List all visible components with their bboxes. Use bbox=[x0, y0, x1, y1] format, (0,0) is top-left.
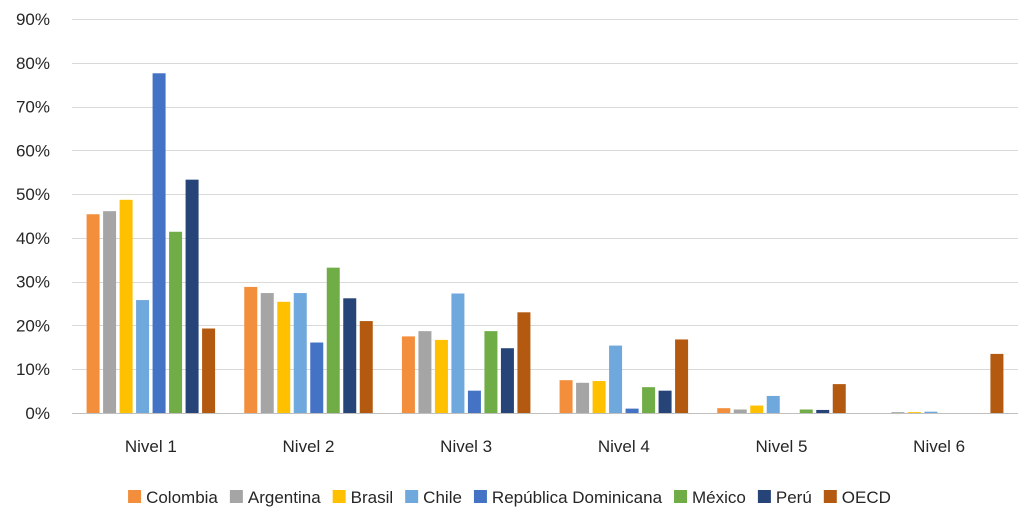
legend-swatch bbox=[128, 490, 142, 503]
legend-label: Colombia bbox=[146, 488, 218, 507]
bar bbox=[816, 409, 830, 413]
bar bbox=[434, 339, 448, 413]
y-axis-tick-labels: 0% 10% 20% 30% 40% 50% 60% 70% 80% 90% bbox=[16, 10, 50, 423]
bar bbox=[576, 382, 590, 413]
bar bbox=[277, 301, 291, 413]
legend-label: Chile bbox=[423, 488, 462, 507]
legend-label: Brasil bbox=[351, 488, 394, 507]
bar bbox=[766, 395, 780, 413]
legend-label: OECD bbox=[842, 488, 891, 507]
y-tick-label: 50% bbox=[16, 185, 50, 204]
x-tick-label: Nivel 5 bbox=[756, 437, 808, 456]
legend-swatch bbox=[757, 490, 771, 503]
bar bbox=[103, 211, 117, 413]
bar bbox=[717, 408, 731, 413]
bar bbox=[924, 411, 938, 413]
legend-item: OECD bbox=[823, 488, 891, 507]
bar bbox=[343, 298, 357, 413]
bar bbox=[658, 390, 672, 413]
legend-swatch bbox=[332, 490, 346, 503]
y-tick-label: 0% bbox=[25, 404, 50, 423]
legend-swatch bbox=[229, 490, 243, 503]
y-tick-label: 20% bbox=[16, 316, 50, 335]
legend-item: Brasil bbox=[332, 488, 394, 507]
x-tick-label: Nivel 6 bbox=[913, 437, 965, 456]
bar bbox=[119, 199, 133, 413]
y-tick-label: 80% bbox=[16, 54, 50, 73]
bar bbox=[592, 381, 606, 413]
bar bbox=[990, 353, 1004, 413]
bar bbox=[467, 390, 481, 413]
bar bbox=[260, 293, 274, 413]
bar bbox=[609, 345, 623, 413]
bar bbox=[244, 286, 258, 413]
legend-item: Argentina bbox=[229, 488, 321, 507]
legend: Colombia Argentina Brasil Chile República Do… bbox=[128, 488, 891, 507]
y-tick-label: 40% bbox=[16, 229, 50, 248]
bar bbox=[625, 408, 639, 413]
x-tick-label: Nivel 2 bbox=[283, 437, 335, 456]
legend-item: República Dominicana bbox=[473, 488, 663, 507]
bar bbox=[559, 380, 573, 413]
legend-swatch bbox=[823, 490, 837, 503]
bar bbox=[169, 231, 183, 413]
bar bbox=[185, 179, 199, 413]
bar bbox=[733, 409, 747, 413]
legend-label: México bbox=[692, 488, 746, 507]
y-tick-label: 60% bbox=[16, 141, 50, 160]
legend-swatch bbox=[473, 490, 487, 503]
bar bbox=[293, 293, 307, 413]
legend-swatch bbox=[674, 490, 688, 503]
x-tick-label: Nivel 4 bbox=[598, 437, 650, 456]
bar bbox=[310, 342, 324, 413]
y-tick-label: 30% bbox=[16, 273, 50, 292]
x-tick-label: Nivel 3 bbox=[440, 437, 492, 456]
legend-swatch bbox=[405, 490, 419, 503]
bar bbox=[500, 348, 514, 413]
legend-item: Colombia bbox=[128, 488, 218, 507]
y-tick-label: 90% bbox=[16, 10, 50, 29]
legend-label: República Dominicana bbox=[492, 488, 663, 507]
bar bbox=[891, 412, 905, 413]
bar bbox=[152, 73, 166, 413]
y-tick-label: 10% bbox=[16, 360, 50, 379]
bar bbox=[484, 331, 498, 413]
bar bbox=[750, 405, 764, 413]
bar bbox=[642, 387, 656, 413]
legend-label: Argentina bbox=[248, 488, 321, 507]
bar bbox=[799, 409, 813, 413]
legend-label: Perú bbox=[776, 488, 812, 507]
bar bbox=[517, 312, 531, 413]
x-axis-tick-labels: Nivel 1 Nivel 2 Nivel 3 Nivel 4 Nivel 5 Nivel… bbox=[125, 437, 965, 456]
bars bbox=[86, 73, 1004, 413]
gridlines bbox=[72, 19, 1018, 414]
legend-item: Perú bbox=[757, 488, 812, 507]
bar bbox=[675, 339, 689, 413]
bar bbox=[907, 412, 921, 413]
bar bbox=[86, 214, 100, 413]
bar bbox=[326, 267, 340, 413]
bar bbox=[136, 300, 150, 413]
bar bbox=[418, 331, 432, 413]
bar bbox=[451, 293, 465, 413]
bar bbox=[359, 321, 373, 413]
legend-item: México bbox=[674, 488, 746, 507]
bar bbox=[401, 336, 415, 413]
x-tick-label: Nivel 1 bbox=[125, 437, 177, 456]
y-tick-label: 70% bbox=[16, 98, 50, 117]
legend-item: Chile bbox=[405, 488, 462, 507]
bar bbox=[832, 384, 846, 413]
bar bbox=[202, 328, 216, 413]
